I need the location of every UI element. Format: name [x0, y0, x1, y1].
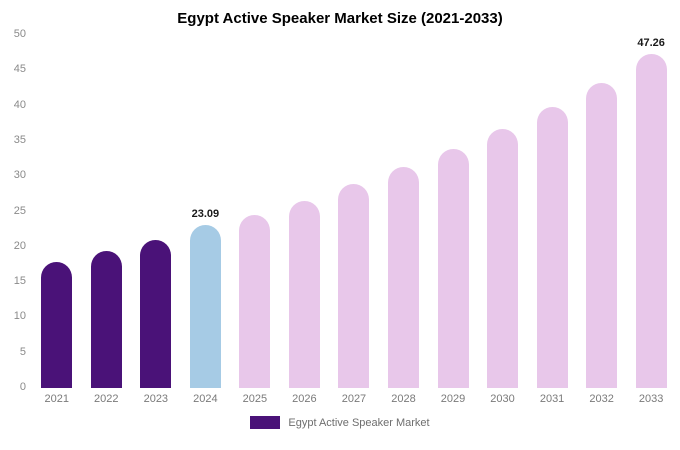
- y-tick-label: 10: [13, 310, 26, 323]
- x-axis-label: 2021: [44, 393, 69, 405]
- bar-column: 2029: [429, 35, 478, 410]
- y-tick-label: 45: [13, 63, 26, 76]
- bar-column: 2032: [577, 35, 626, 410]
- plot-area: 2021 2022 2023 23.09 2024 2025 2026 2027 2028 202…: [32, 35, 676, 410]
- x-axis-label: 2030: [490, 393, 515, 405]
- bar-column: 2023: [131, 35, 180, 410]
- x-axis-label: 2023: [143, 393, 169, 405]
- y-tick-label: 15: [13, 275, 26, 288]
- x-axis-label: 2033: [638, 393, 664, 405]
- bar-value-label: 47.26: [637, 37, 665, 50]
- bar: [437, 148, 469, 388]
- x-axis-label: 2022: [94, 393, 119, 405]
- y-tick-label: 35: [13, 133, 26, 146]
- bar: [536, 107, 568, 388]
- bar-value-label: 23.09: [191, 208, 220, 220]
- x-axis-label: 2029: [440, 393, 466, 405]
- bar-column: 2022: [82, 35, 131, 410]
- bar: [635, 54, 667, 388]
- bar: [288, 200, 320, 388]
- bar-column: 23.09 2024: [181, 35, 230, 410]
- x-axis-label: 2027: [341, 393, 367, 405]
- bar-column: 2026: [280, 35, 329, 410]
- y-tick-label: 25: [13, 204, 26, 217]
- bar-column: 47.26 2033: [627, 35, 676, 410]
- x-axis-label: 2031: [539, 393, 565, 405]
- y-tick-label: 20: [13, 239, 26, 252]
- legend: Egypt Active Speaker Market: [0, 416, 680, 429]
- y-axis: 0 5 10 15 20 25 30 35 40 45 50: [4, 29, 32, 410]
- x-axis-label: 2025: [242, 393, 268, 405]
- y-tick-label: 0: [19, 381, 26, 393]
- chart-title: Egypt Active Speaker Market Size (2021-2…: [177, 10, 503, 27]
- y-tick-label: 30: [13, 169, 26, 182]
- bar: [189, 225, 221, 388]
- bar: [90, 251, 122, 388]
- bar-column: 2021: [32, 35, 81, 410]
- bar-column: 2030: [478, 35, 527, 410]
- y-tick-label: 50: [13, 28, 26, 40]
- legend-swatch: [250, 416, 281, 429]
- bar-column: 2027: [329, 35, 378, 410]
- bar: [338, 183, 370, 388]
- bar: [586, 83, 618, 388]
- bar: [487, 128, 519, 388]
- bar-column: 2028: [379, 35, 428, 410]
- x-axis-label: 2024: [193, 393, 218, 405]
- bar: [239, 215, 271, 388]
- y-tick-label: 5: [19, 345, 26, 358]
- legend-label: Egypt Active Speaker Market: [288, 416, 430, 429]
- bar-column: 2031: [528, 35, 577, 410]
- bar: [387, 167, 419, 388]
- bar: [140, 239, 172, 388]
- x-axis-label: 2032: [589, 393, 614, 405]
- plot-wrap: 0 5 10 15 20 25 30 35 40 45 50 2021 2022 2023 23.09 20…: [4, 29, 676, 410]
- x-axis-label: 2026: [292, 393, 317, 405]
- bar: [41, 262, 73, 388]
- x-axis-label: 2028: [391, 393, 416, 405]
- y-tick-label: 40: [13, 98, 26, 111]
- bar-column: 2025: [230, 35, 279, 410]
